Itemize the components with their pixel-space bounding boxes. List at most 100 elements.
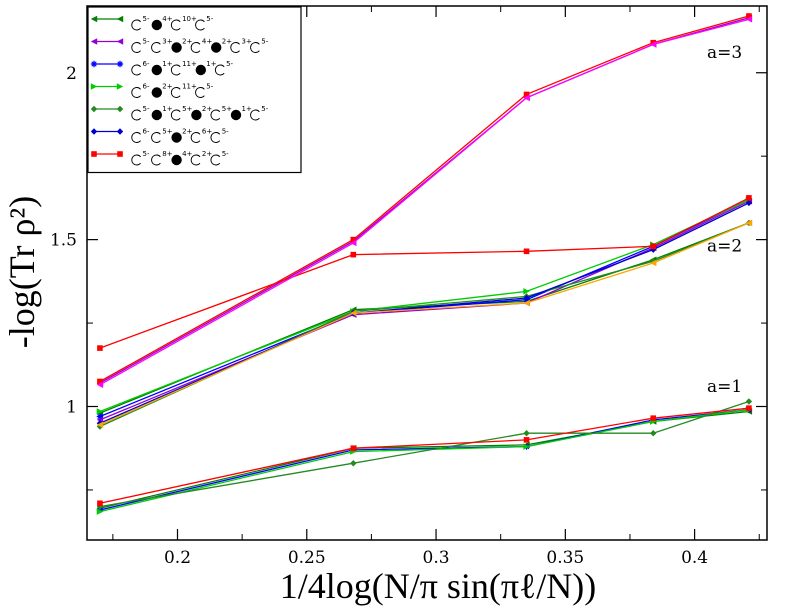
legend-marker-right: [116, 60, 124, 68]
site-superscript: 11+: [182, 60, 197, 68]
data-point: [350, 239, 357, 247]
site-superscript: 5-: [261, 38, 268, 46]
site-superscript: 5-: [206, 15, 213, 23]
data-point: [96, 508, 104, 515]
data-point: [96, 413, 104, 420]
data-point: [650, 41, 657, 48]
legend-marker-right: [116, 128, 124, 135]
site-superscript: 1+: [206, 60, 216, 68]
open-site-glyph: [210, 109, 221, 121]
plot-frame: [86, 5, 768, 541]
filled-site-glyph: [171, 132, 182, 143]
series-line-a1: [99, 409, 749, 511]
site-superscript: 5+: [162, 128, 172, 136]
open-site-glyph: [131, 42, 141, 53]
site-superscript: 11+: [182, 83, 197, 91]
data-point: [350, 236, 357, 243]
open-site-glyph: [170, 19, 181, 31]
annotation-label: a=3: [707, 43, 742, 63]
series-line-a2: [99, 200, 750, 421]
data-point: [523, 94, 530, 101]
data-point: [650, 259, 657, 267]
open-site-glyph: [195, 19, 205, 31]
legend-entry: 5- 3+ 2+ 4+ 2+ 3+ 5-: [90, 38, 269, 53]
x-tick-label: 0.2: [164, 548, 191, 568]
site-superscript: 6-: [143, 83, 150, 91]
data-point: [96, 381, 104, 389]
data-point: [523, 294, 530, 302]
data-point: [745, 16, 753, 23]
legend-entry: 6- 5+ 2+ 6+ 5-: [90, 128, 229, 143]
open-site-glyph: [170, 87, 181, 98]
open-site-glyph: [151, 132, 161, 143]
data-point: [96, 421, 104, 429]
data-point: [746, 13, 752, 19]
data-point: [97, 500, 103, 507]
legend-entry: 6- 1+ 11+ 1+ 5-: [90, 60, 234, 76]
data-point: [650, 243, 657, 250]
filled-site-glyph: [195, 64, 206, 76]
site-superscript: 6+: [202, 128, 212, 136]
legend-entry: 6- 2+ 11+ 5-: [90, 83, 214, 98]
legend-marker-right: [117, 151, 123, 157]
open-site-glyph: [131, 154, 141, 166]
y-tick-label: 2: [66, 64, 77, 84]
open-site-glyph: [214, 64, 225, 76]
open-site-glyph: [151, 154, 161, 166]
legend-box: [87, 6, 302, 174]
site-superscript: 4+: [162, 15, 172, 23]
series-line-a1: [99, 409, 749, 513]
site-superscript: 5-: [261, 105, 268, 113]
y-tick-label: 1.5: [50, 231, 77, 251]
legend-marker-left: [90, 60, 98, 68]
open-site-glyph: [190, 132, 201, 143]
open-site-glyph: [151, 42, 161, 53]
site-superscript: 5-: [222, 150, 229, 158]
series-6: [97, 13, 752, 507]
x-tick-label: 0.3: [423, 548, 450, 568]
data-point: [97, 378, 103, 385]
filled-site-glyph: [151, 64, 162, 76]
open-site-glyph: [190, 42, 201, 53]
open-site-glyph: [170, 109, 181, 121]
legend-entry: 5- 8+ 4+ 2+ 5-: [91, 150, 229, 166]
site-superscript: 2+: [202, 105, 212, 113]
data-point: [350, 445, 357, 452]
open-site-glyph: [250, 42, 260, 53]
filled-site-glyph: [151, 87, 162, 98]
site-superscript: 5-: [226, 60, 233, 68]
series-line-a2: [99, 222, 750, 414]
site-superscript: 3+: [162, 38, 172, 46]
site-superscript: 5-: [143, 15, 150, 23]
site-superscript: 5-: [222, 128, 229, 136]
series-line-a2: [99, 199, 750, 418]
data-point: [650, 430, 657, 437]
data-point: [523, 437, 530, 443]
filled-site-glyph: [171, 42, 182, 53]
series-line-a1: [99, 410, 749, 509]
site-superscript: 2+: [202, 150, 212, 158]
open-site-glyph: [250, 109, 260, 121]
site-superscript: 1+: [162, 105, 172, 113]
open-site-glyph: [170, 64, 181, 76]
data-point: [745, 199, 753, 207]
data-point: [523, 248, 530, 255]
legend-marker-left: [90, 38, 98, 45]
open-site-glyph: [131, 19, 141, 31]
legend: 5- 4+ 10+ 5- 5- 3+ 2+ 4+ 2+ 3+ 5- 6- 1+ 11+ 1+ 5- 6- 2+ 11…: [87, 6, 302, 174]
open-site-glyph: [131, 87, 141, 98]
legend-entry: 5- 4+ 10+ 5-: [90, 15, 214, 31]
site-superscript: 5-: [143, 105, 150, 113]
filled-site-glyph: [151, 19, 162, 31]
filled-site-glyph: [230, 109, 242, 121]
site-superscript: 6-: [143, 128, 150, 136]
site-superscript: 10+: [182, 15, 197, 23]
legend-marker-left: [90, 105, 98, 113]
open-site-glyph: [131, 109, 141, 121]
site-superscript: 5-: [143, 150, 150, 158]
data-point: [523, 288, 530, 295]
data-point: [97, 345, 103, 351]
series-8: [96, 16, 753, 389]
site-superscript: 6-: [143, 60, 150, 68]
